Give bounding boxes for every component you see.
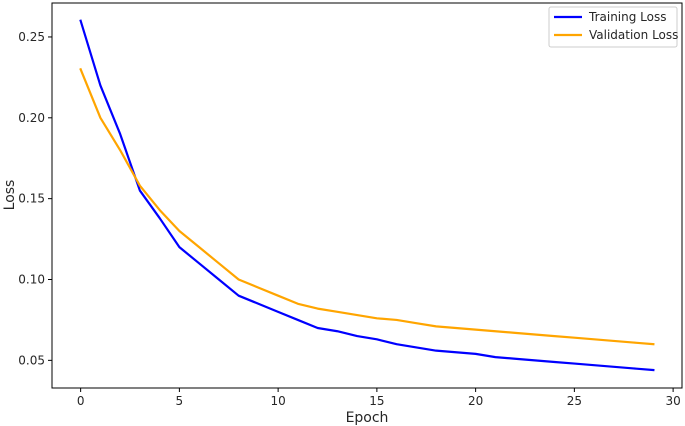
x-tick-label: 25 [567, 394, 582, 408]
x-tick-label: 15 [369, 394, 384, 408]
y-tick-label: 0.05 [18, 353, 45, 367]
x-axis-ticks: 0 5 10 15 20 25 30 [77, 388, 681, 408]
y-tick-label: 0.15 [18, 192, 45, 206]
y-tick-label: 0.20 [18, 111, 45, 125]
series-lines [79, 19, 655, 372]
y-tick-label: 0.10 [18, 273, 45, 287]
legend: Training Loss Validation Loss [548, 6, 678, 48]
x-tick-label: 20 [468, 394, 483, 408]
series-line-validation-loss [79, 67, 655, 346]
x-tick-label: 30 [665, 394, 680, 408]
plot-area [51, 2, 683, 389]
legend-label-validation-loss: Validation Loss [589, 28, 678, 42]
y-axis-ticks: 0.05 0.10 0.15 0.20 0.25 [18, 30, 52, 367]
series-line-training-loss [79, 19, 655, 372]
x-tick-label: 10 [270, 394, 285, 408]
y-axis-label: Loss [2, 180, 18, 211]
x-tick-label: 0 [77, 394, 85, 408]
legend-label-training-loss: Training Loss [588, 10, 666, 24]
x-axis-label: Epoch [346, 410, 389, 426]
x-tick-label: 5 [176, 394, 184, 408]
y-tick-label: 0.25 [18, 30, 45, 44]
